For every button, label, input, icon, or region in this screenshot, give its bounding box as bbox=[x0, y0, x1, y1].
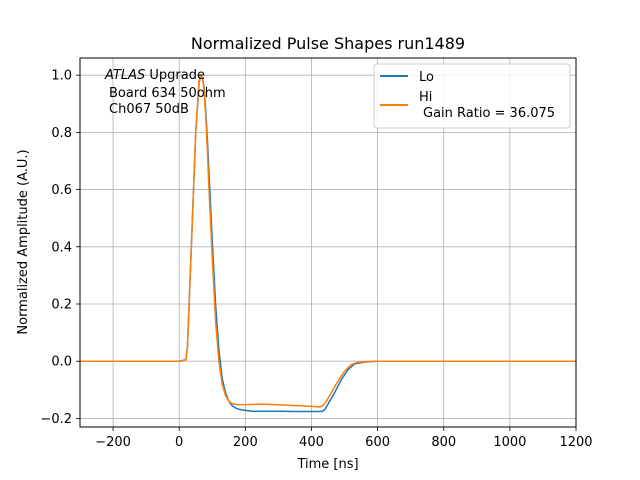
annotation-atlas: ATLAS bbox=[104, 68, 145, 83]
series-line-hi bbox=[79, 74, 577, 408]
legend-label-lo: Lo bbox=[419, 70, 434, 85]
svg-text:ATLAS Upgrade: ATLAS Upgrade bbox=[104, 68, 205, 83]
annotation-board: Board 634 50ohm bbox=[109, 86, 226, 101]
y-axis-ticks: −0.2 0.0 0.2 0.4 0.6 0.8 1.0 bbox=[40, 69, 80, 427]
x-tick-label: 800 bbox=[431, 435, 456, 450]
y-tick-label: 0.4 bbox=[51, 240, 72, 255]
legend-label-hi: Hi bbox=[419, 90, 432, 105]
y-tick-label: −0.2 bbox=[40, 412, 72, 427]
x-tick-label: 1000 bbox=[493, 435, 526, 450]
x-tick-label: −200 bbox=[95, 435, 131, 450]
x-tick-label: 400 bbox=[299, 435, 324, 450]
y-axis-label: Normalized Amplitude (A.U.) bbox=[16, 149, 31, 334]
legend: Lo Hi Gain Ratio = 36.075 bbox=[373, 63, 571, 129]
y-tick-label: 0.6 bbox=[51, 183, 72, 198]
annotation-channel: Ch067 50dB bbox=[109, 102, 189, 117]
x-axis-ticks: −200 0 200 400 600 800 1000 1200 bbox=[95, 427, 593, 450]
x-axis-label: Time [ns] bbox=[296, 457, 358, 472]
annotation-upgrade: Upgrade bbox=[145, 68, 205, 83]
x-tick-label: 0 bbox=[175, 435, 183, 450]
y-tick-label: 0.0 bbox=[51, 355, 72, 370]
plot-area-frame bbox=[79, 57, 577, 428]
legend-box bbox=[373, 63, 571, 129]
x-tick-label: 200 bbox=[233, 435, 258, 450]
y-tick-label: 1.0 bbox=[51, 69, 72, 84]
chart-title: Normalized Pulse Shapes run1489 bbox=[191, 34, 465, 53]
x-tick-label: 1200 bbox=[559, 435, 592, 450]
y-tick-label: 0.8 bbox=[51, 126, 72, 141]
x-tick-label: 600 bbox=[365, 435, 390, 450]
atlas-annotation: ATLAS Upgrade Board 634 50ohm Ch067 50dB bbox=[104, 68, 226, 117]
series-lines bbox=[79, 74, 577, 413]
y-tick-label: 0.2 bbox=[51, 298, 72, 313]
legend-gain-ratio: Gain Ratio = 36.075 bbox=[423, 106, 555, 121]
